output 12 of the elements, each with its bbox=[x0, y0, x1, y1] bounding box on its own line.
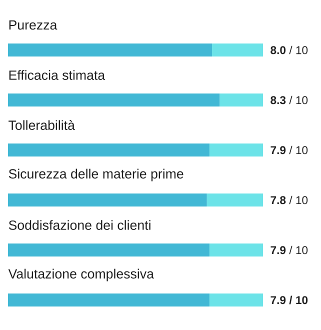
data-label: 7.9 / 10 bbox=[270, 296, 308, 304]
y-tick-label: Tollerabilità bbox=[8, 120, 75, 130]
y-tick-label: Valutazione complessiva bbox=[8, 268, 154, 282]
data-label: 7.9 / 10 bbox=[270, 146, 308, 154]
data-label: 8.0 / 10 bbox=[270, 46, 308, 54]
y-tick-label: Efficacia stimata bbox=[9, 70, 106, 80]
y-tick-label: Sicurezza delle materie prime bbox=[8, 168, 184, 182]
y-tick-label: Soddisfazione dei clienti bbox=[8, 220, 150, 230]
data-label: 8.3 / 10 bbox=[270, 96, 308, 104]
data-label: 7.8 / 10 bbox=[270, 196, 308, 204]
y-tick-label: Purezza bbox=[9, 20, 58, 30]
data-label: 7.9 / 10 bbox=[270, 246, 308, 254]
